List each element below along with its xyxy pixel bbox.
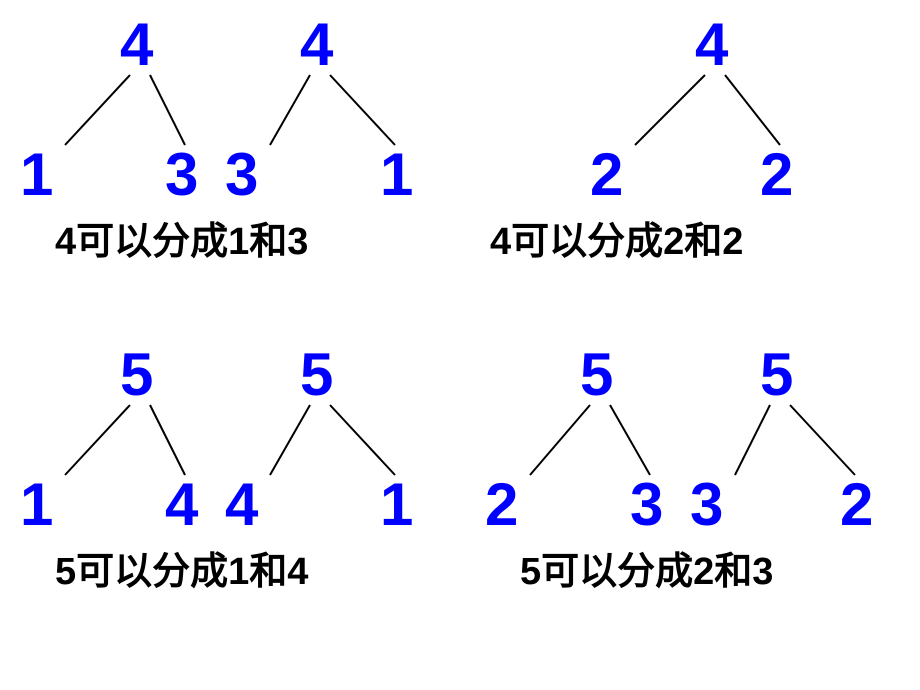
quadrant-q1: 4134314可以分成1和3: [0, 0, 460, 300]
caption: 5可以分成1和4: [55, 540, 308, 595]
caption: 4可以分成2和2: [490, 210, 743, 265]
quadrant-q4: 5235325可以分成2和3: [460, 330, 920, 630]
quadrant-q3: 5145415可以分成1和4: [0, 330, 460, 630]
caption: 4可以分成1和3: [55, 210, 308, 265]
quadrant-q2: 4224可以分成2和2: [460, 0, 920, 300]
caption: 5可以分成2和3: [520, 540, 773, 595]
